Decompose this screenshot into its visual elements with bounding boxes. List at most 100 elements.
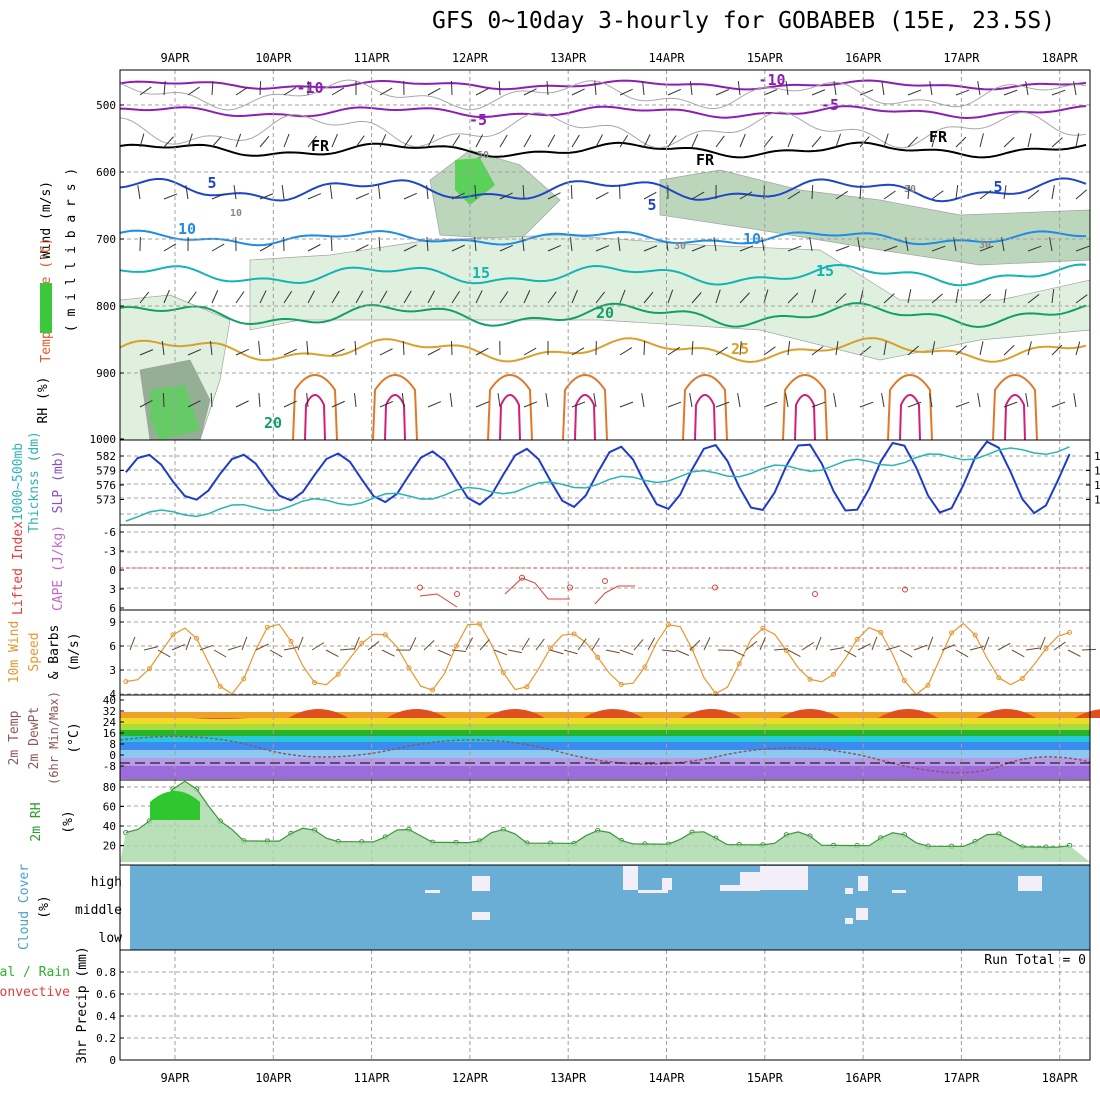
temp-band (120, 742, 1090, 750)
ylabel-2mrh: 2m RH (29, 802, 44, 841)
wind-barb (571, 401, 586, 408)
wind-barb (139, 133, 145, 148)
wind-barb (883, 133, 889, 148)
wind-barb (907, 136, 918, 148)
contour-minus10 (119, 79, 1087, 91)
wind-barb-10m (353, 636, 360, 651)
li-point (454, 591, 460, 597)
wind-barb (403, 290, 412, 304)
wind-barb (235, 400, 249, 408)
wind-barb-10m (983, 636, 990, 651)
wind-barb (354, 340, 357, 356)
wind-barb-10m (675, 649, 690, 656)
wind-tick: 3 (109, 664, 116, 677)
wind-barb (283, 400, 297, 408)
contour-35 (304, 394, 326, 441)
wind-barb (187, 400, 201, 408)
x-tick-top: 12APR (452, 51, 489, 65)
li-point (519, 574, 525, 581)
wind-point (925, 682, 931, 688)
wind-barb (979, 245, 994, 252)
wind-point (972, 632, 978, 638)
wind-barb (331, 133, 338, 148)
wind-barb (427, 348, 441, 356)
contour-label: -5 (469, 111, 487, 129)
wind-barb (259, 290, 267, 304)
wind-barb-10m (381, 649, 395, 657)
wind-barb-10m (745, 640, 758, 651)
wind-barb-10m (185, 636, 192, 651)
wind-barb-10m (367, 641, 380, 651)
wind-barb-10m (563, 649, 578, 655)
wind-point (713, 691, 719, 697)
temp-peak (1074, 709, 1100, 718)
ylabel-cape: CAPE (J/kg) (51, 525, 66, 611)
cloud-gap (472, 876, 490, 891)
wind-barb (883, 341, 887, 356)
wind-barb (475, 401, 490, 408)
wind-barb (1073, 81, 1077, 96)
wind-barb (859, 289, 864, 304)
wind-barb (883, 190, 896, 200)
wind-barb (689, 81, 693, 96)
wind-barb (163, 289, 170, 304)
x-tick-top: 13APR (550, 51, 587, 65)
contour-label: FR (311, 137, 330, 155)
wind-barb (883, 245, 898, 252)
wind-barb (907, 345, 920, 356)
wind-barb (835, 190, 848, 200)
wind-point (194, 635, 200, 641)
thickness-tick: 573 (96, 494, 116, 507)
wind-barb (955, 401, 970, 408)
pressure-tick: 500 (96, 99, 116, 112)
wind-point (406, 665, 412, 671)
contour-30 (887, 374, 933, 441)
wind-barb-10m (1081, 648, 1097, 651)
wind-barb (258, 341, 261, 356)
wind-barb-10m (955, 649, 969, 658)
wind-barb (955, 185, 959, 200)
x-tick-top: 17APR (943, 51, 980, 65)
contour-rh (119, 79, 1087, 111)
contour-35 (574, 394, 596, 441)
wind-barb (1003, 345, 1015, 356)
wind-barb (571, 88, 585, 96)
wind-barb (211, 80, 214, 96)
wind-point (170, 632, 176, 638)
wind-point (595, 654, 601, 660)
contour-35 (694, 394, 716, 441)
wind-barb (595, 291, 606, 304)
x-tick-bottom: 15APR (747, 1071, 784, 1085)
wind-barb (811, 135, 822, 148)
wind-barb (307, 193, 322, 200)
wind-tick-zero: 4 (109, 688, 116, 701)
wind-barb-10m (1025, 647, 1040, 651)
wind-barb (307, 244, 321, 252)
wind-barb (307, 135, 317, 148)
wind-barb (427, 290, 436, 304)
cloud-gap (892, 890, 906, 893)
wind-barb-10m (661, 649, 676, 653)
wind-barb (1003, 289, 1007, 304)
contour-label: 5 (647, 196, 656, 214)
contour-30 (782, 374, 828, 441)
temp-peak (681, 709, 742, 718)
wind-barb (379, 348, 393, 356)
contour-label: 20 (596, 304, 614, 322)
wind-barb (739, 292, 750, 304)
wind-barb (306, 341, 309, 356)
rh2m-tick: 40 (103, 820, 116, 833)
wind-barb (187, 86, 200, 96)
wind-barb (499, 134, 508, 148)
li-point (812, 591, 818, 597)
contour-label: 5 (993, 178, 1002, 196)
wind-barb (545, 393, 549, 408)
wind-barb (547, 134, 556, 148)
temp-band (120, 730, 1090, 736)
wind-barb-10m (311, 642, 325, 651)
wind-barb-10m (1039, 636, 1046, 651)
temp-tick: 24 (103, 716, 117, 729)
wind-barb (763, 401, 778, 408)
wind-barb (691, 191, 705, 200)
wind-barb (953, 237, 957, 252)
